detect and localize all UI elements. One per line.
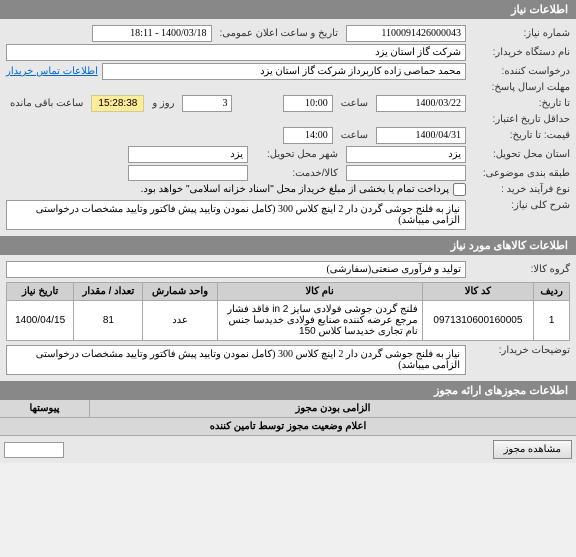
budget-class-label: طبقه بندی موضوعی: xyxy=(470,168,570,179)
col-name: نام کالا xyxy=(217,283,422,301)
payment-note-label: پرداخت تمام یا بخشی از مبلغ خریداز محل "… xyxy=(141,184,449,195)
price-time-value: 14:00 xyxy=(283,127,333,144)
request-desc-value: نیاز به فلنج جوشی گردن دار 2 اینچ کلاس 3… xyxy=(6,200,466,230)
request-number-label: شماره نیاز: xyxy=(470,28,570,39)
purchase-type-label: نوع فرآیند خرید : xyxy=(470,184,570,195)
cell-qty: 81 xyxy=(74,301,143,341)
col-date: تاریخ نیاز xyxy=(7,283,74,301)
budget-class-value xyxy=(346,165,466,181)
deadline-time-value: 10:00 xyxy=(283,95,333,112)
cell-date: 1400/04/15 xyxy=(7,301,74,341)
city-label: شهر محل تحویل: xyxy=(252,149,342,160)
required-goods-content: گروه کالا: تولید و فرآوری صنعتی(سفارشی) … xyxy=(0,255,576,381)
price-date-value: 1400/04/31 xyxy=(376,127,466,144)
announce-time-value: 1400/03/18 - 18:11 xyxy=(92,25,212,42)
request-info-content: شماره نیاز: 1100091426000043 تاریخ و ساع… xyxy=(0,19,576,236)
cell-unit: عدد xyxy=(143,301,217,341)
goods-service-label: کالا/خدمت: xyxy=(252,168,342,179)
col-qty: تعداد / مقدار xyxy=(74,283,143,301)
province-label: استان محل تحویل: xyxy=(470,149,570,160)
buyer-note-value: نیاز به فلنج جوشی گردن دار 2 اینچ کلاس 3… xyxy=(6,345,466,375)
announce-time-label: تاریخ و ساعت اعلان عمومی: xyxy=(216,28,343,39)
remaining-label: ساعت باقی مانده xyxy=(6,98,87,109)
cell-name: فلنج گردن جوشی فولادی سایز 2 in فاقد فشا… xyxy=(217,301,422,341)
col-row: ردیف xyxy=(534,283,570,301)
goods-table: ردیف کد کالا نام کالا واحد شمارش تعداد /… xyxy=(6,282,570,341)
required-goods-header: اطلاعات کالاهای مورد نیاز xyxy=(0,236,576,255)
cell-idx: 1 xyxy=(534,301,570,341)
buyer-org-label: نام دستگاه خریدار: xyxy=(470,47,570,58)
permits-content: الزامی بودن مجوز پیوستها اعلام وضعیت مجو… xyxy=(0,400,576,463)
province-value: یزد xyxy=(346,146,466,163)
cell-code: 0971310600160005 xyxy=(422,301,534,341)
city-value: یزد xyxy=(128,146,248,163)
request-number-value: 1100091426000043 xyxy=(346,25,466,42)
request-desc-label: شرح کلی نیاز: xyxy=(470,200,570,211)
time-label-1: ساعت xyxy=(337,98,372,109)
requester-label: درخواست کننده: xyxy=(470,66,570,77)
price-validity-label: حداقل تاریخ اعتبار: xyxy=(470,114,570,125)
day-label: روز و xyxy=(148,98,178,109)
contact-info-link[interactable]: اطلاعات تماس خریدار xyxy=(6,66,98,77)
to-date-label: تا تاریخ: xyxy=(470,98,570,109)
deadline-label: مهلت ارسال پاسخ: xyxy=(470,82,570,93)
time-label-2: ساعت xyxy=(337,130,372,141)
permit-status-subheader: اعلام وضعیت مجوز توسط تامین کننده xyxy=(0,418,576,436)
request-info-header: اطلاعات نیاز xyxy=(0,0,576,19)
permit-required-col: الزامی بودن مجوز xyxy=(90,400,576,417)
permit-status-input[interactable] xyxy=(4,442,64,458)
permits-header: اطلاعات مجوزهای ارائه مجوز xyxy=(0,381,576,400)
table-row: 1 0971310600160005 فلنج گردن جوشی فولادی… xyxy=(7,301,570,341)
goods-group-label: گروه کالا: xyxy=(470,264,570,275)
buyer-org-value: شرکت گاز استان یزد xyxy=(6,44,466,61)
payment-note-checkbox[interactable] xyxy=(453,183,466,196)
col-code: کد کالا xyxy=(422,283,534,301)
attachments-col: پیوستها xyxy=(0,400,90,417)
col-unit: واحد شمارش xyxy=(143,283,217,301)
view-permit-button[interactable]: مشاهده مجوز xyxy=(493,440,572,459)
requester-value: محمد حماصی زاده کاربرداز شرکت گاز استان … xyxy=(102,63,466,80)
goods-group-value: تولید و فرآوری صنعتی(سفارشی) xyxy=(6,261,466,278)
buyer-note-label: توضیحات خریدار: xyxy=(470,345,570,356)
countdown-value: 15:28:38 xyxy=(91,95,144,112)
days-left-value: 3 xyxy=(182,95,232,112)
deadline-date-value: 1400/03/22 xyxy=(376,95,466,112)
goods-service-value xyxy=(128,165,248,181)
price-until-label: قیمت: تا تاریخ: xyxy=(470,130,570,141)
